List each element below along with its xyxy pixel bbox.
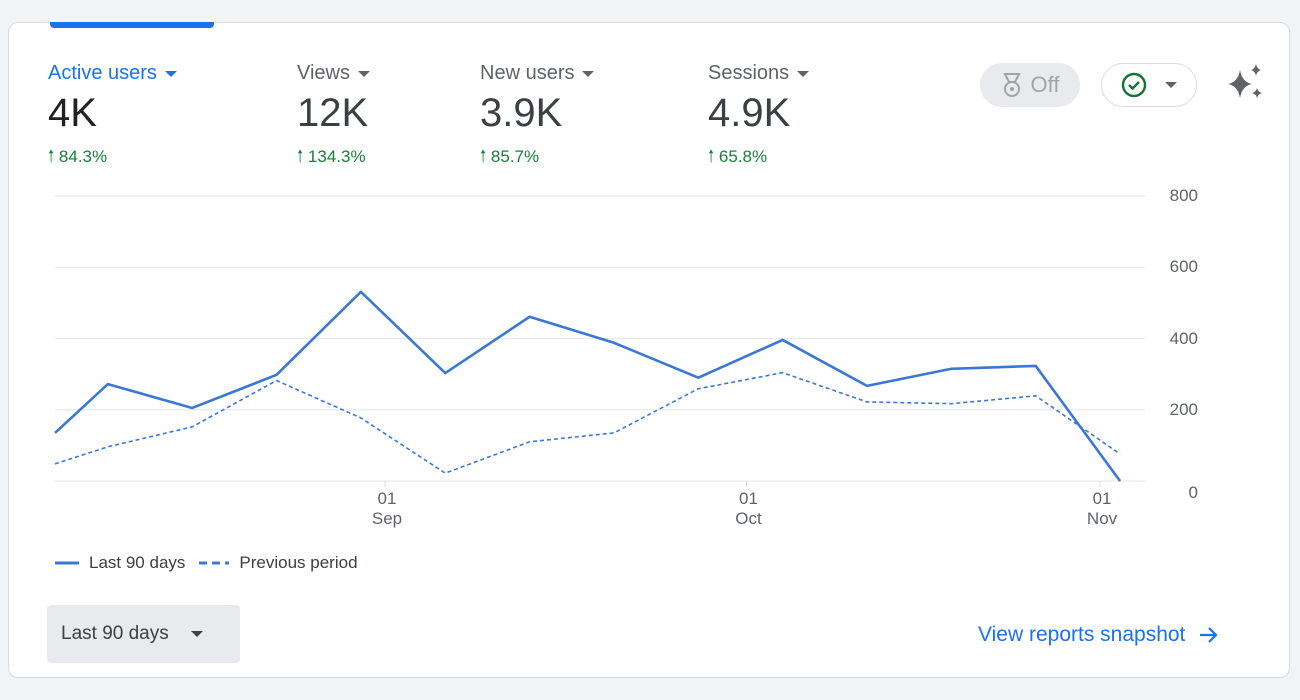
y-tick-label: 400: [1169, 328, 1198, 348]
series-line-current: [54, 290, 1122, 482]
metric-change: 85.7%: [490, 147, 540, 166]
metric-label: New users: [480, 62, 575, 84]
overview-card: [8, 22, 1290, 678]
active-tab-indicator: [50, 22, 214, 28]
metric-label: Active users: [48, 62, 157, 84]
x-tick-day: 01: [377, 489, 397, 508]
x-tick-day: 01: [1092, 489, 1112, 508]
chart-legend: Last 90 days Previous period: [55, 553, 358, 573]
sparkle-icon[interactable]: [1226, 64, 1264, 102]
metric-change: 84.3%: [58, 147, 108, 166]
insights-off-toggle[interactable]: Off: [980, 63, 1080, 107]
medal-icon: [1002, 73, 1021, 97]
metric-active-users[interactable]: Active users 4K 🠑 84.3%: [48, 62, 177, 173]
snapshot-link-label: View reports snapshot: [978, 623, 1186, 646]
metric-value: 4.9K: [708, 91, 791, 135]
caret-down-icon[interactable]: [582, 70, 595, 77]
arrow-up-icon: 🠑: [297, 147, 304, 166]
x-tick-month: Nov: [1086, 509, 1118, 528]
y-tick-label: 600: [1169, 257, 1198, 277]
metric-change: 134.3%: [307, 147, 366, 166]
x-tick-day: 01: [739, 489, 758, 508]
date-range-label: Last 90 days: [61, 623, 169, 644]
x-tick-label: 01 Sep: [372, 489, 402, 529]
metric-label: Views: [297, 62, 350, 84]
x-tick-month: Oct: [735, 509, 762, 528]
legend-dashed-swatch: [199, 561, 230, 565]
metric-value: 4K: [48, 91, 97, 135]
caret-down-icon: [190, 631, 203, 637]
caret-down-icon[interactable]: [358, 70, 370, 77]
arrow-up-icon: 🠑: [48, 147, 55, 166]
metric-label: Sessions: [708, 62, 790, 84]
y-tick-label: 800: [1169, 186, 1198, 205]
legend-label-current: Last 90 days: [89, 553, 186, 572]
date-range-dropdown[interactable]: Last 90 days: [47, 605, 240, 663]
arrow-right-icon: [1200, 627, 1218, 643]
metric-new-users[interactable]: New users 3.9K 🠑 85.7%: [480, 62, 595, 173]
arrow-up-icon: 🠑: [708, 147, 715, 166]
check-circle-icon: [1121, 72, 1147, 98]
metric-value: 12K: [297, 91, 369, 135]
metric-views[interactable]: Views 12K 🠑 134.3%: [297, 62, 370, 173]
series-line-previous: [54, 371, 1121, 474]
off-label: Off: [1030, 72, 1060, 97]
x-tick-label: 01 Oct: [735, 489, 761, 529]
legend-solid-swatch: [55, 561, 79, 565]
caret-down-icon[interactable]: [797, 70, 810, 77]
y-tick-label: 200: [1169, 399, 1198, 419]
view-reports-snapshot-link[interactable]: View reports snapshot: [978, 623, 1219, 647]
metric-change: 65.8%: [718, 147, 768, 166]
metric-value: 3.9K: [480, 91, 563, 135]
legend-label-previous: Previous period: [239, 553, 358, 572]
y-tick-label: 0: [1188, 483, 1198, 502]
status-dropdown[interactable]: [1101, 63, 1197, 107]
x-tick-month: Sep: [371, 509, 403, 528]
caret-down-icon: [1165, 82, 1177, 88]
caret-down-icon[interactable]: [164, 70, 177, 77]
metric-sessions[interactable]: Sessions 4.9K 🠑 65.8%: [708, 62, 810, 173]
arrow-up-icon: 🠑: [480, 147, 487, 166]
x-tick-label: 01 Nov: [1087, 489, 1117, 529]
